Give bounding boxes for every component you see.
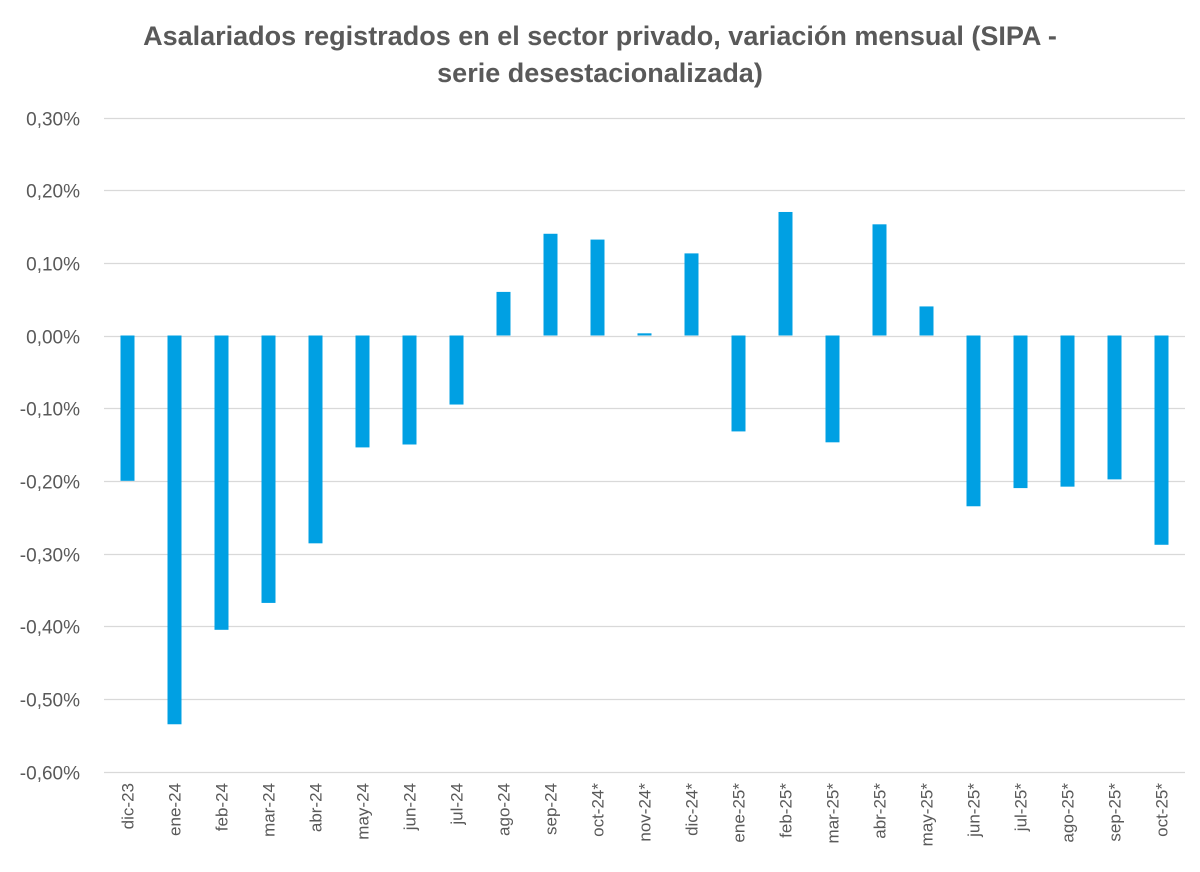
x-tick-label: mar-25* <box>824 783 843 844</box>
bar-oct-25-est <box>1154 335 1169 545</box>
x-tick-label: jun-25* <box>965 783 984 838</box>
x-tick-label: ago-25* <box>1059 783 1078 843</box>
x-tick-label: abr-24 <box>307 783 326 832</box>
bar-nov-24-est <box>637 333 652 336</box>
x-axis-ticks: dic-23 ene-24 feb-24 mar-24 abr-24 may-24 jun-… <box>119 783 1172 847</box>
x-tick-label: jul-25* <box>1012 783 1031 833</box>
x-tick-label: ago-24 <box>495 783 514 836</box>
bar-ago-24 <box>496 291 511 336</box>
bar-ago-25-est <box>1060 335 1075 487</box>
bar-abr-24 <box>308 335 323 544</box>
y-axis-ticks: 0,30% 0,20% 0,10% 0,00% -0,10% -0,20% -0,30% -0… <box>20 110 80 785</box>
bar-may-25-est <box>919 306 934 336</box>
bar-sep-24 <box>543 233 558 336</box>
x-tick-label: ene-25* <box>730 783 749 843</box>
x-tick-label: oct-25* <box>1153 783 1172 837</box>
bar-jul-24 <box>449 335 464 405</box>
bar-feb-24 <box>214 335 229 630</box>
x-tick-label: feb-25* <box>777 783 796 838</box>
bar-dic-24-est <box>684 253 699 336</box>
chart-title-line-2: serie desestacionalizada) <box>437 58 763 88</box>
y-tick-label: -0,20% <box>20 473 80 494</box>
y-tick-label: 0,30% <box>26 110 80 131</box>
x-tick-label: jul-24 <box>448 783 467 826</box>
x-tick-label: dic-24* <box>683 783 702 836</box>
y-tick-label: -0,50% <box>20 691 80 712</box>
x-tick-label: ene-24 <box>166 783 185 836</box>
x-tick-label: may-25* <box>918 783 937 847</box>
x-tick-label: dic-23 <box>119 783 138 829</box>
bar-ene-25-est <box>731 335 746 432</box>
y-tick-label: -0,30% <box>20 546 80 567</box>
x-tick-label: sep-24 <box>542 783 561 835</box>
bar-jun-25-est <box>966 335 981 507</box>
bar-abr-25-est <box>872 224 887 336</box>
x-tick-label: feb-24 <box>213 783 232 831</box>
x-tick-label: mar-24 <box>260 783 279 837</box>
y-tick-label: -0,60% <box>20 764 80 785</box>
x-tick-label: abr-25* <box>871 783 890 839</box>
x-tick-label: may-24 <box>354 783 373 840</box>
x-tick-label: sep-25* <box>1106 783 1125 842</box>
bar-mar-25-est <box>825 335 840 443</box>
y-tick-label: -0,40% <box>20 618 80 639</box>
x-tick-label: jun-24 <box>401 783 420 831</box>
bar-mar-24 <box>261 335 276 603</box>
chart-title-line-1: Asalariados registrados en el sector pri… <box>143 21 1057 51</box>
bars <box>120 211 1169 725</box>
x-tick-label: nov-24* <box>636 783 655 842</box>
bar-feb-25-est <box>778 211 793 336</box>
y-tick-label: -0,10% <box>20 400 80 421</box>
bar-ene-24 <box>167 335 182 725</box>
bar-oct-24-est <box>590 239 605 336</box>
y-tick-label: 0,10% <box>26 255 80 276</box>
bar-sep-25-est <box>1107 335 1122 480</box>
y-tick-label: 0,20% <box>26 182 80 203</box>
bar-dic-23 <box>120 335 135 481</box>
bar-jul-25-est <box>1013 335 1028 489</box>
gridlines <box>104 117 1185 774</box>
bar-may-24 <box>355 335 370 448</box>
x-tick-label: oct-24* <box>589 783 608 837</box>
y-tick-label: 0,00% <box>26 328 80 349</box>
bar-jun-24 <box>402 335 417 445</box>
